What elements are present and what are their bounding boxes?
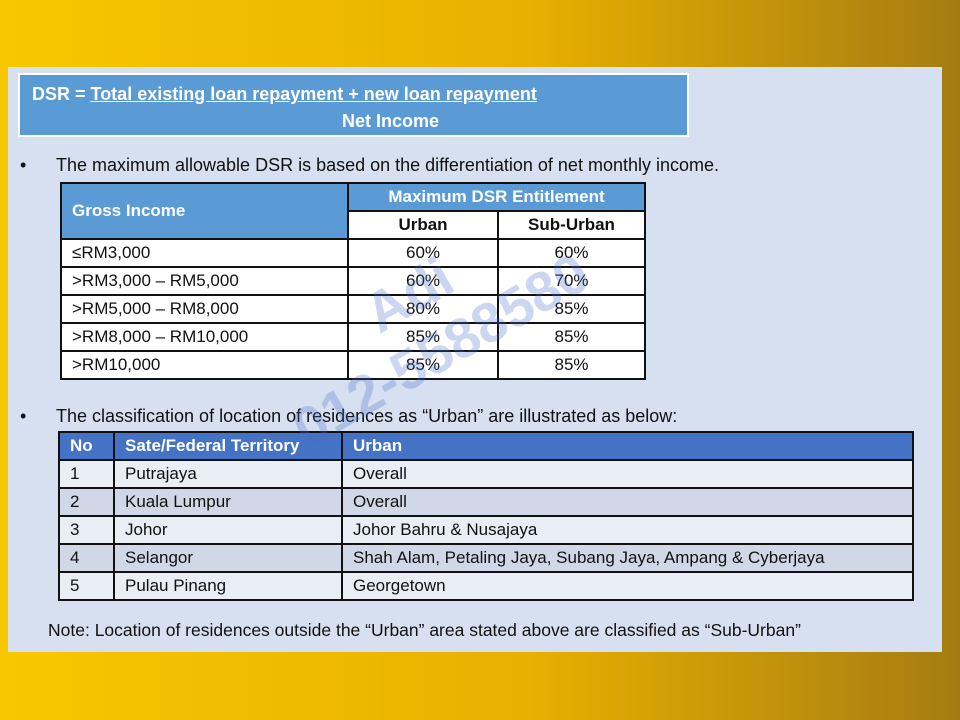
bullet-text: The classification of location of reside… xyxy=(56,406,678,426)
table-cell: Georgetown xyxy=(341,571,914,601)
table-cell: Overall xyxy=(341,459,914,489)
table-cell: Kuala Lumpur xyxy=(113,487,343,517)
table-cell: 60% xyxy=(347,266,499,296)
table-row: 3 Johor Johor Bahru & Nusajaya xyxy=(58,515,914,545)
header-cell: Sub-Urban xyxy=(497,210,646,240)
table-cell: >RM10,000 xyxy=(60,350,349,380)
header-cell: Maximum DSR Entitlement xyxy=(347,182,646,212)
table-cell: 85% xyxy=(347,350,499,380)
table-row: 2 Kuala Lumpur Overall xyxy=(58,487,914,517)
header-cell: Urban xyxy=(347,210,499,240)
header-row: Urban Sub-Urban xyxy=(61,210,646,240)
table-cell: 2 xyxy=(58,487,115,517)
table-row: ≤RM3,000 60% 60% xyxy=(60,238,646,268)
table-cell: 5 xyxy=(58,571,115,601)
table-cell: >RM5,000 – RM8,000 xyxy=(60,294,349,324)
table-row: >RM3,000 – RM5,000 60% 70% xyxy=(60,266,646,296)
table-cell: 60% xyxy=(497,238,646,268)
table-row: 5 Pulau Pinang Georgetown xyxy=(58,571,914,601)
table-cell: Overall xyxy=(341,487,914,517)
table-cell: 60% xyxy=(347,238,499,268)
table-cell: Shah Alam, Petaling Jaya, Subang Jaya, A… xyxy=(341,543,914,573)
table-cell: 70% xyxy=(497,266,646,296)
table-cell: 1 xyxy=(58,459,115,489)
header-row: No Sate/Federal Territory Urban xyxy=(58,431,914,461)
note: Note: Location of residences outside the… xyxy=(48,620,801,640)
table-cell: Putrajaya xyxy=(113,459,343,489)
formula-line: DSR = Total existing loan repayment + ne… xyxy=(32,84,537,105)
bullet: • The maximum allowable DSR is based on t… xyxy=(20,155,720,175)
table-cell: ≤RM3,000 xyxy=(60,238,349,268)
table-cell: >RM8,000 – RM10,000 xyxy=(60,322,349,352)
header-cell: Gross Income xyxy=(60,182,349,240)
table-cell: Selangor xyxy=(113,543,343,573)
table-cell: >RM3,000 – RM5,000 xyxy=(60,266,349,296)
table-cell: Johor Bahru & Nusajaya xyxy=(341,515,914,545)
table-row: 4 Selangor Shah Alam, Petaling Jaya, Suban… xyxy=(58,543,914,573)
formula-box: DSR = Total existing loan repayment + ne… xyxy=(18,73,689,137)
table-cell: Johor xyxy=(113,515,343,545)
header-cell: Sate/Federal Territory xyxy=(113,431,343,461)
table-row: >RM5,000 – RM8,000 80% 85% xyxy=(60,294,646,324)
header-cell: Urban xyxy=(341,431,914,461)
header-row: Gross Income Maximum DSR Entitlement xyxy=(60,182,646,240)
table-cell: 80% xyxy=(347,294,499,324)
dsr-table: Gross Income Maximum DSR Entitlement Urban… xyxy=(60,182,646,380)
table-row: >RM8,000 – RM10,000 85% 85% xyxy=(60,322,646,352)
bullet: • The classification of location of resid… xyxy=(20,406,678,426)
formula-denominator: Net Income xyxy=(341,111,440,131)
table-row: >RM10,000 85% 85% xyxy=(60,350,646,380)
table-cell: 85% xyxy=(497,294,646,324)
urban-table: No Sate/Federal Territory Urban 1 Putrajaya O… xyxy=(58,431,914,601)
formula-label: DSR = xyxy=(32,84,91,104)
bullet-text: The maximum allowable DSR is based on th… xyxy=(56,155,720,175)
header-cell: No xyxy=(58,431,115,461)
table-row: 1 Putrajaya Overall xyxy=(58,459,914,489)
table-cell: 3 xyxy=(58,515,115,545)
table-cell: 85% xyxy=(497,350,646,380)
table-cell: 85% xyxy=(347,322,499,352)
formula-numerator: Total existing loan repayment + new loan… xyxy=(90,84,537,104)
table-cell: 4 xyxy=(58,543,115,573)
table-cell: 85% xyxy=(497,322,646,352)
table-cell: Pulau Pinang xyxy=(113,571,343,601)
